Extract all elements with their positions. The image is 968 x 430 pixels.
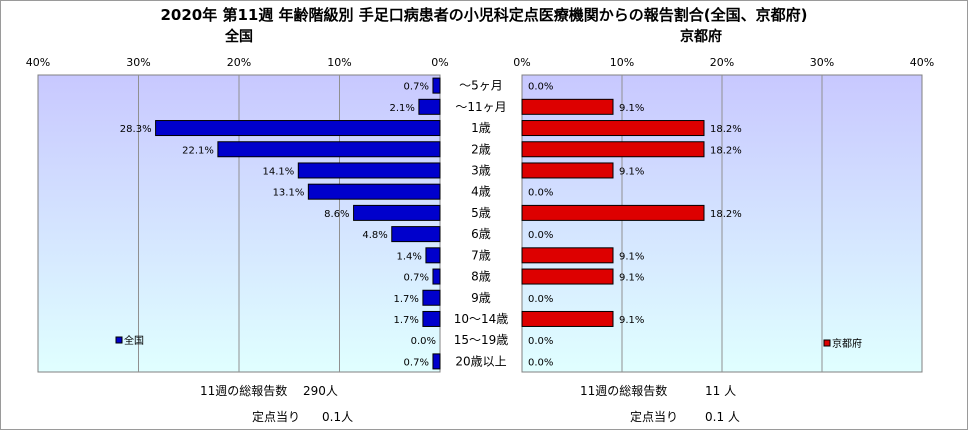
kyoto-data-label: 0.0% [528,294,553,305]
category-label: 7歳 [471,248,491,262]
national-bar [217,141,441,158]
category-label: 1歳 [471,121,491,135]
kyoto-data-label: 0.0% [528,188,553,199]
national-data-label: 1.7% [394,315,419,326]
national-tick-label: 0% [431,56,448,69]
kyoto-data-label: 0.0% [528,230,553,241]
national-legend-label: 全国 [124,334,144,347]
kyoto-total-value: 11 人 [705,384,737,398]
national-data-label: 2.1% [389,103,414,114]
national-tick-label: 10% [327,56,351,69]
category-labels: ～5ヶ月 ～11ヶ月 1歳 2歳 3歳 4歳 5歳 6歳 7歳 8歳 9歳 10～14歳 15～19歳 2… [454,79,509,369]
national-data-label: 1.4% [397,251,422,262]
kyoto-bar [521,120,705,137]
national-data-label: 28.3% [120,124,152,135]
national-tick-label: 20% [227,56,251,69]
kyoto-total-label: 11週の総報告数 [580,384,668,398]
category-label: 5歳 [471,206,491,220]
national-plot: 40% 30% 20% 10% 0% 0.7% 2.1% 28.3% 22.1% 14.1% 13.… [26,56,449,373]
kyoto-data-label: 18.2% [710,145,742,156]
chart-svg: 40% 30% 20% 10% 0% 0.7% 2.1% 28.3% 22.1% 14.1% 13.… [26,56,934,373]
national-data-label: 13.1% [273,188,305,199]
kyoto-legend-swatch [823,339,831,347]
category-label: 3歳 [471,163,491,177]
kyoto-bar [521,268,614,285]
kyoto-per-value: 0.1 人 [705,410,740,424]
kyoto-data-label: 9.1% [619,251,644,262]
kyoto-tick-label: 20% [710,56,734,69]
kyoto-data-label: 0.0% [528,357,553,368]
category-label: 8歳 [471,270,491,284]
national-bar [155,120,441,137]
national-tick-label: 30% [126,56,150,69]
national-data-label: 8.6% [324,209,349,220]
kyoto-plot: 0% 10% 20% 30% 40% 0.0% 9.1% 18.2% 18.2% 9.1% 0.0%… [513,56,934,373]
kyoto-data-label: 0.0% [528,82,553,93]
kyoto-data-label: 9.1% [619,103,644,114]
kyoto-tick-label: 40% [910,56,934,69]
national-bar [391,226,441,243]
national-data-label: 0.7% [404,82,429,93]
national-tick-label: 40% [26,56,50,69]
national-bar [432,77,441,94]
chart-title: 2020年 第11週 年齢階級別 手足口病患者の小児科定点医療機関からの報告割合… [160,6,808,24]
kyoto-data-label: 9.1% [619,166,644,177]
kyoto-bar [521,204,705,221]
kyoto-tick-label: 10% [610,56,634,69]
kyoto-bar [521,310,614,327]
kyoto-data-label: 9.1% [619,273,644,284]
national-data-label: 14.1% [263,166,295,177]
kyoto-subtitle: 京都府 [680,29,722,45]
category-label: 20歳以上 [455,354,506,368]
national-data-label: 0.7% [404,357,429,368]
national-subtitle: 全国 [225,29,253,45]
national-bar [432,353,441,370]
national-data-label: 1.7% [394,294,419,305]
national-data-label: 22.1% [182,145,214,156]
national-bar [425,247,441,264]
kyoto-bar [521,98,614,115]
kyoto-data-label: 18.2% [710,209,742,220]
category-label: 2歳 [471,142,491,156]
category-label: 15～19歳 [454,333,509,347]
national-total-value: 290人 [303,384,338,398]
national-per-label: 定点当り [252,410,301,424]
kyoto-data-label: 0.0% [528,336,553,347]
kyoto-data-label: 18.2% [710,124,742,135]
kyoto-bar [521,162,614,179]
national-legend-swatch [115,336,123,344]
category-label: ～5ヶ月 [459,79,503,93]
kyoto-data-label: 9.1% [619,315,644,326]
category-label: ～11ヶ月 [455,100,506,114]
kyoto-tick-label: 0% [513,56,530,69]
national-data-label: 0.7% [404,273,429,284]
category-label: 4歳 [471,185,491,199]
national-bar [418,98,441,115]
category-label: 9歳 [471,291,491,305]
kyoto-bar [521,247,614,264]
national-bar [297,162,441,179]
kyoto-tick-label: 30% [810,56,834,69]
national-total-label: 11週の総報告数 [200,384,288,398]
category-label: 6歳 [471,227,491,241]
kyoto-bar [521,141,705,158]
national-bar [353,204,441,221]
national-data-label: 4.8% [362,230,387,241]
national-bar [432,268,441,285]
national-bar [422,310,441,327]
kyoto-legend-label: 京都府 [832,337,862,350]
national-data-label: 0.0% [411,336,436,347]
national-bar [422,289,441,306]
national-bar [307,183,441,200]
category-label: 10～14歳 [454,312,509,326]
national-per-value: 0.1人 [322,410,354,424]
kyoto-per-label: 定点当り [630,410,679,424]
